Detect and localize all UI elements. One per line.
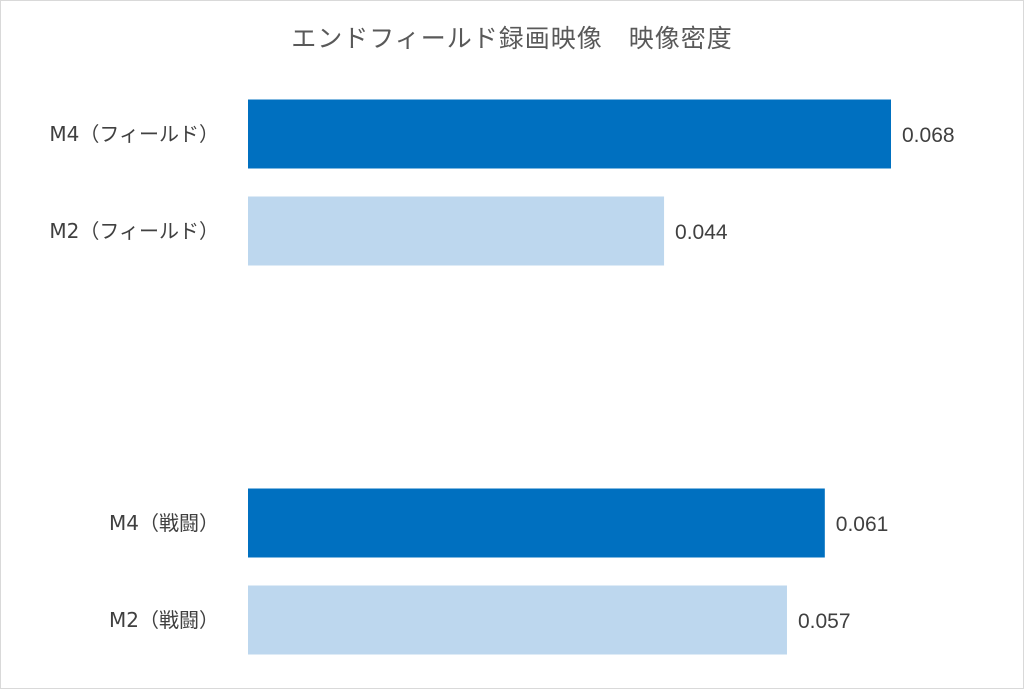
category-label-1-1: M2（戦闘） [109, 608, 219, 632]
chart-title: エンドフィールド録画映像 映像密度 [291, 24, 733, 53]
bar-1-1 [248, 585, 787, 655]
bar-1-0 [248, 488, 825, 558]
data-label-0-1: 0.044 [675, 221, 728, 244]
category-label-0-0: M4（フィールド） [49, 122, 219, 146]
bar-0-1 [248, 196, 665, 266]
category-label-1-0: M4（戦闘） [109, 511, 219, 535]
bar-0-0 [248, 99, 891, 169]
category-label-0-1: M2（フィールド） [49, 219, 219, 243]
data-label-0-0: 0.068 [902, 124, 955, 147]
data-label-1-1: 0.057 [798, 610, 851, 633]
data-label-1-0: 0.061 [836, 513, 889, 536]
